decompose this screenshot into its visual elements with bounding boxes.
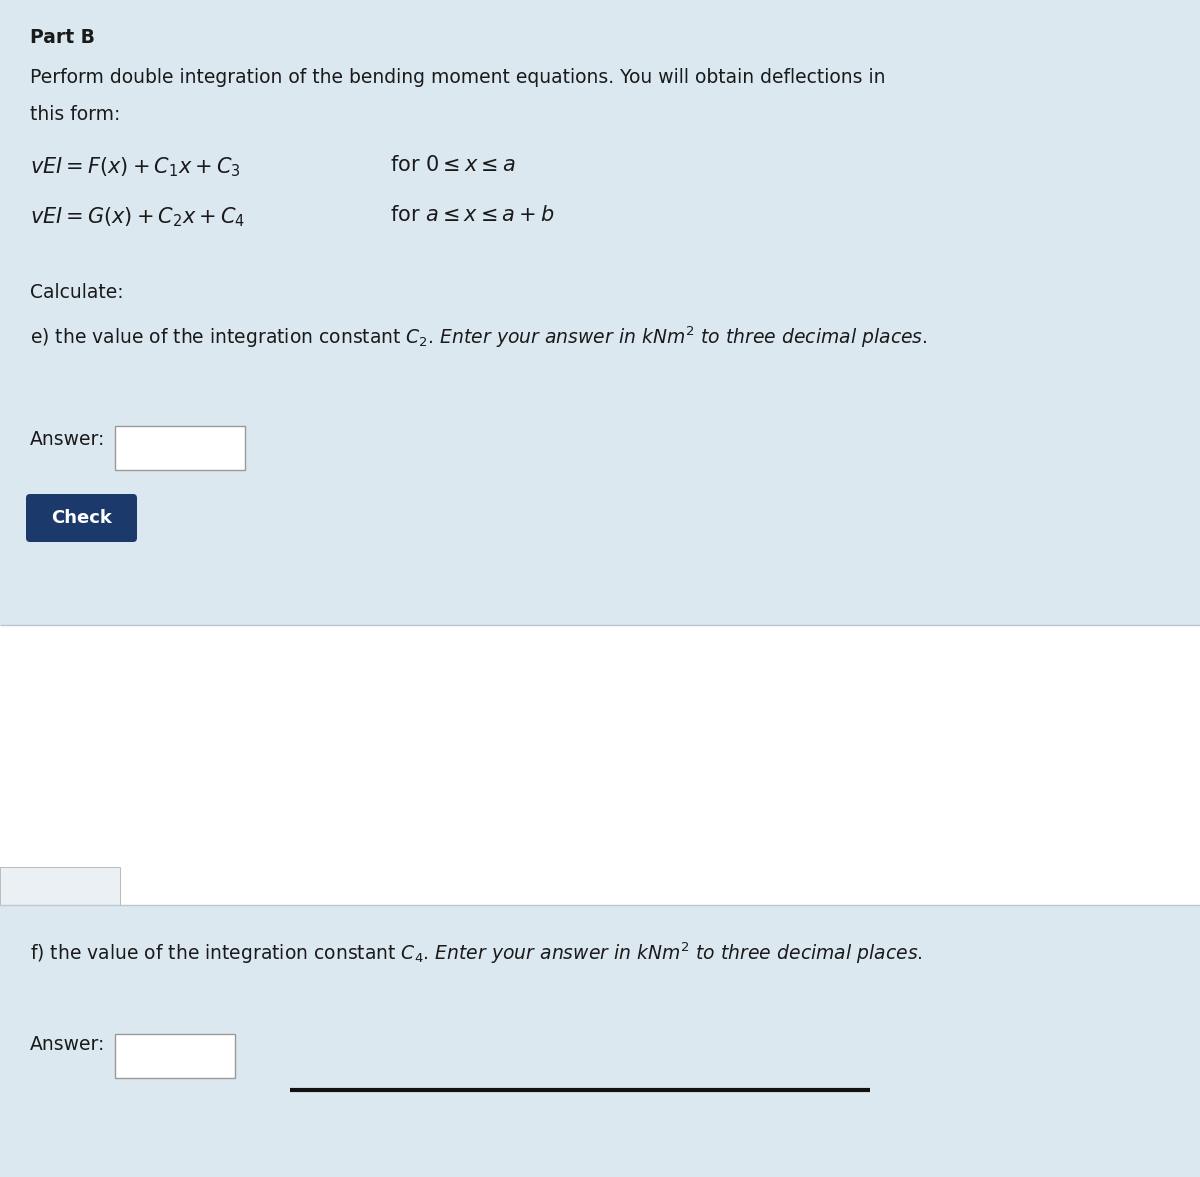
Text: Answer:: Answer: <box>30 1035 106 1053</box>
Text: $vEI = F(x) + C_1x + C_3$: $vEI = F(x) + C_1x + C_3$ <box>30 155 241 179</box>
Bar <box>0 0 1200 625</box>
Bar <box>0 625 1200 905</box>
FancyBboxPatch shape <box>26 494 137 541</box>
Text: this form:: this form: <box>30 105 120 124</box>
Bar <box>0 905 1200 1177</box>
FancyBboxPatch shape <box>0 867 120 905</box>
Text: Check: Check <box>52 508 112 527</box>
FancyBboxPatch shape <box>115 426 245 470</box>
FancyBboxPatch shape <box>115 1035 235 1078</box>
Text: e) the value of the integration constant $C_2$. $\mathit{Enter\ your\ answer\ in: e) the value of the integration constant… <box>30 325 928 351</box>
Text: Perform double integration of the bending moment equations. You will obtain defl: Perform double integration of the bendin… <box>30 68 886 87</box>
Text: f) the value of the integration constant $C_4$. $\mathit{Enter\ your\ answer\ in: f) the value of the integration constant… <box>30 940 923 965</box>
Text: Calculate:: Calculate: <box>30 282 124 302</box>
Text: Part B: Part B <box>30 28 95 47</box>
Text: Answer:: Answer: <box>30 430 106 448</box>
Text: for $a \leq x \leq a+b$: for $a \leq x \leq a+b$ <box>390 205 554 225</box>
Text: for $0 \leq x \leq a$: for $0 \leq x \leq a$ <box>390 155 516 175</box>
Text: $vEI = G(x) + C_2x + C_4$: $vEI = G(x) + C_2x + C_4$ <box>30 205 245 228</box>
